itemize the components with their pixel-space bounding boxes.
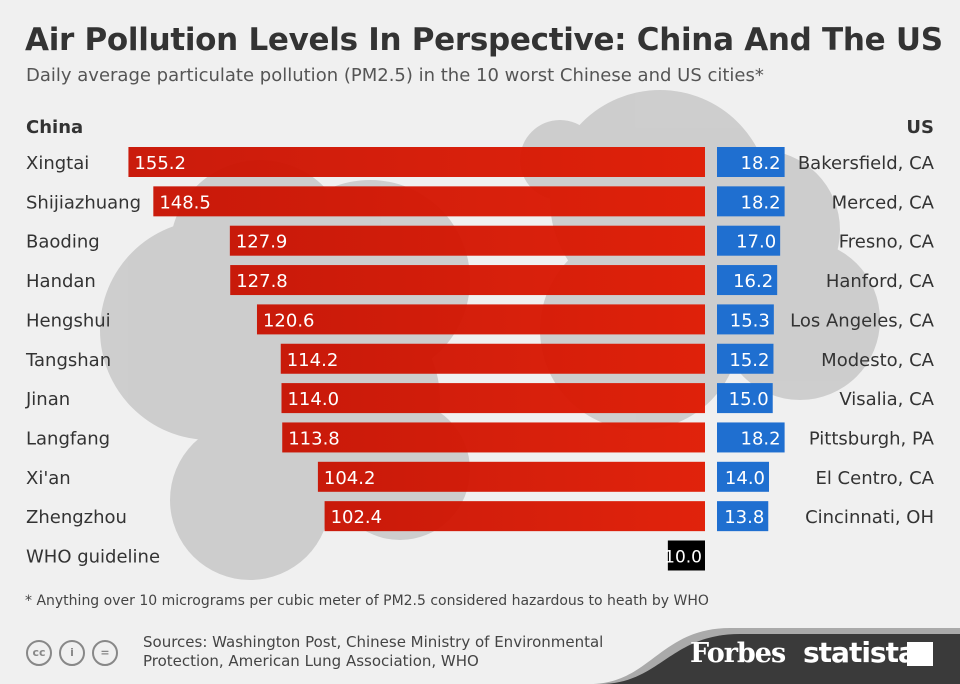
- china-city-label: Hengshui: [26, 310, 111, 331]
- china-value-label: 155.2: [134, 153, 186, 174]
- forbes-logo: Forbes: [690, 638, 786, 669]
- china-value-label: 114.0: [287, 389, 339, 410]
- us-bar: [717, 383, 773, 414]
- us-value-label: 17.0: [736, 232, 776, 253]
- us-bar: [717, 186, 785, 217]
- china-city-label: Handan: [26, 271, 96, 292]
- china-bar: [324, 501, 705, 532]
- china-bar: [153, 186, 705, 217]
- who-bar: [667, 540, 705, 571]
- china-value-label: 120.6: [263, 310, 315, 331]
- us-bar: [717, 343, 774, 374]
- china-bar: [317, 461, 705, 492]
- us-city-label: Pittsburgh, PA: [809, 428, 935, 449]
- us-value-label: 18.2: [741, 192, 781, 213]
- brand-banner: [590, 628, 960, 684]
- us-value-label: 15.2: [729, 350, 769, 371]
- china-city-label: Langfang: [26, 428, 110, 449]
- us-bar: [717, 265, 778, 296]
- china-bar: [229, 225, 705, 256]
- us-bar: [717, 501, 769, 532]
- us-bar: [717, 461, 770, 492]
- us-bar: [717, 225, 781, 256]
- sources: Sources: Washington Post, Chinese Minist…: [143, 633, 604, 670]
- us-city-label: Modesto, CA: [821, 350, 935, 371]
- us-bar: [717, 147, 785, 177]
- us-city-label: Bakersfield, CA: [798, 153, 935, 174]
- cc-icon: cc: [26, 640, 52, 666]
- us-header: US: [906, 117, 934, 138]
- us-value-label: 15.3: [730, 310, 770, 331]
- china-bar: [128, 147, 705, 177]
- china-bar: [256, 304, 705, 335]
- china-city-label: Zhengzhou: [26, 507, 127, 528]
- us-value-label: 18.2: [741, 153, 781, 174]
- us-bar: [717, 304, 774, 335]
- china-bar: [280, 343, 705, 374]
- statista-logo: statista: [803, 636, 917, 669]
- statista-logo-icon: [907, 642, 933, 666]
- us-value-label: 15.0: [729, 389, 769, 410]
- who-label: WHO guideline: [26, 547, 160, 568]
- us-value-label: 18.2: [741, 428, 781, 449]
- china-city-label: Baoding: [26, 232, 100, 253]
- us-value-label: 13.8: [724, 507, 764, 528]
- us-city-label: Visalia, CA: [839, 389, 934, 410]
- nd-icon: =: [92, 640, 118, 666]
- us-value-label: 16.2: [733, 271, 773, 292]
- us-city-label: El Centro, CA: [815, 468, 934, 489]
- china-header: China: [26, 117, 83, 138]
- us-city-label: Los Angeles, CA: [790, 310, 935, 331]
- china-city-label: Jinan: [25, 389, 70, 410]
- footnote: * Anything over 10 micrograms per cubic …: [25, 593, 709, 609]
- china-value-label: 127.8: [236, 271, 288, 292]
- us-bar: [717, 422, 785, 453]
- china-city-label: Shijiazhuang: [26, 192, 141, 213]
- us-city-label: Cincinnati, OH: [805, 507, 934, 528]
- china-value-label: 114.2: [287, 350, 339, 371]
- us-city-label: Hanford, CA: [826, 271, 935, 292]
- china-bar: [281, 383, 705, 414]
- chart-title: Air Pollution Levels In Perspective: Chi…: [25, 22, 943, 58]
- china-city-label: Tangshan: [25, 350, 111, 371]
- by-icon: i: [59, 640, 85, 666]
- china-value-label: 104.2: [324, 468, 376, 489]
- china-value-label: 127.9: [236, 232, 288, 253]
- china-bar: [282, 422, 705, 453]
- china-bar: [230, 265, 705, 296]
- china-city-label: Xingtai: [26, 153, 89, 174]
- china-value-label: 102.4: [331, 507, 383, 528]
- us-city-label: Merced, CA: [832, 192, 935, 213]
- who-value-label: 10.0: [664, 548, 702, 568]
- us-value-label: 14.0: [725, 468, 765, 489]
- china-value-label: 113.8: [288, 428, 340, 449]
- china-city-label: Xi'an: [26, 468, 71, 489]
- china-value-label: 148.5: [159, 192, 211, 213]
- chart-subtitle: Daily average particulate pollution (PM2…: [26, 65, 764, 86]
- us-city-label: Fresno, CA: [839, 232, 935, 253]
